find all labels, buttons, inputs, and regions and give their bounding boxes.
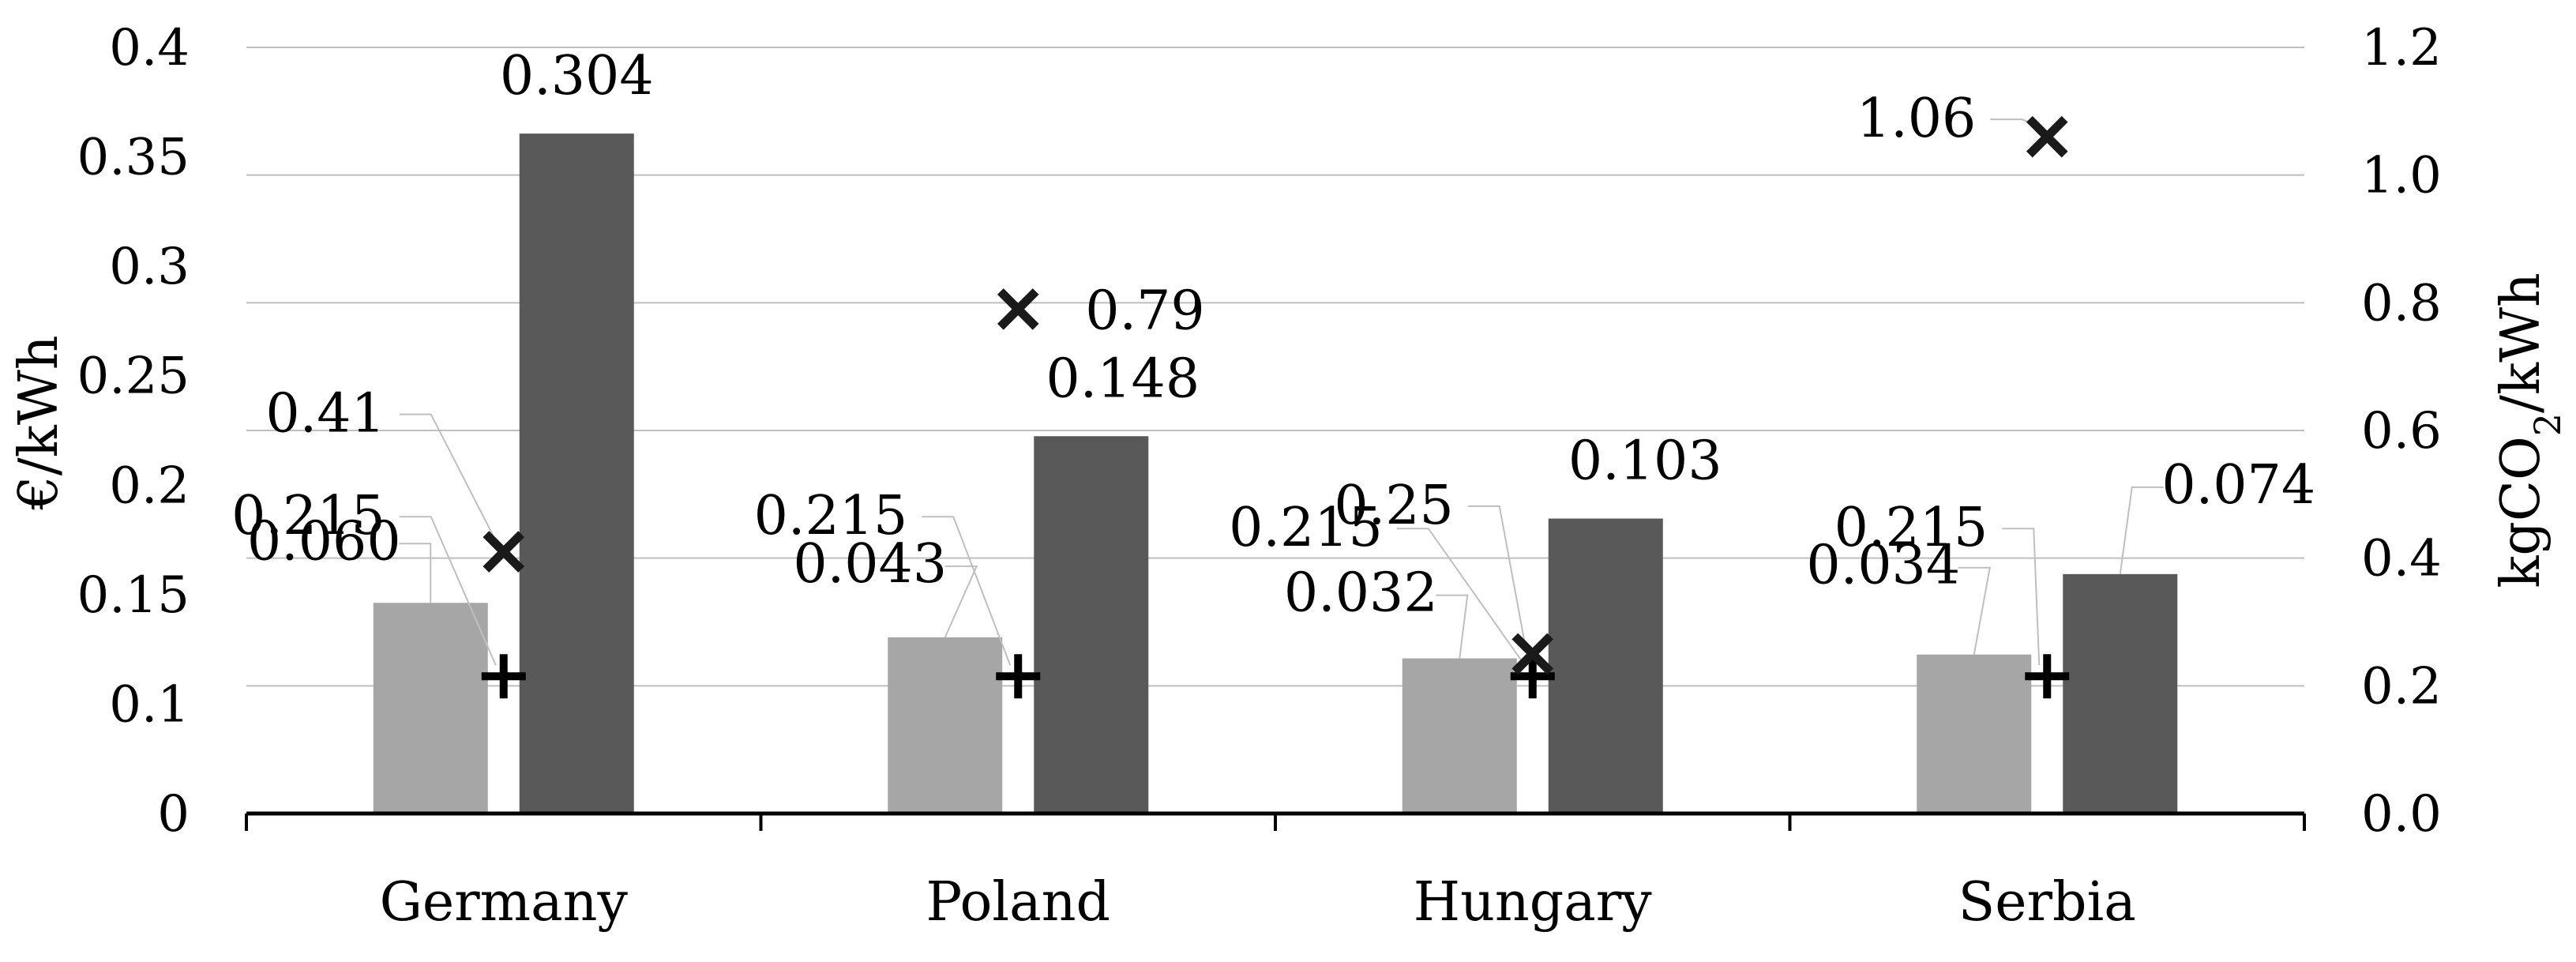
bar-light bbox=[1917, 654, 2032, 814]
bar-dark-value-label: 0.074 bbox=[2161, 454, 2315, 517]
leader-line bbox=[399, 413, 497, 542]
leader-line bbox=[944, 565, 978, 638]
bar-dark bbox=[2063, 573, 2178, 814]
right-tick-label: 0.4 bbox=[2361, 530, 2442, 588]
bar-light-value-label: 0.032 bbox=[1284, 562, 1438, 625]
bars bbox=[373, 133, 2178, 814]
leader-line bbox=[922, 516, 1012, 666]
left-tick-label: 0 bbox=[157, 785, 190, 844]
cross-marker-stroke bbox=[483, 531, 525, 573]
left-tick-label: 0.2 bbox=[109, 457, 190, 515]
plus-value-label: 0.215 bbox=[754, 485, 908, 547]
bar-light-value-label: 0.043 bbox=[793, 533, 947, 596]
right-tick-label: 1.0 bbox=[2361, 147, 2442, 205]
markers bbox=[481, 115, 2070, 699]
cross-marker-stroke bbox=[2026, 115, 2068, 158]
right-axis-title-unit: /kWh bbox=[2490, 272, 2552, 413]
leader-line bbox=[2002, 528, 2041, 666]
bar-light bbox=[373, 603, 488, 814]
left-tick-label: 0.4 bbox=[109, 19, 190, 77]
bar-dark bbox=[1034, 436, 1149, 814]
right-axis-title-main: kgCO bbox=[2490, 436, 2552, 588]
left-tick-label: 0.25 bbox=[77, 348, 190, 406]
cross-value-label: 0.79 bbox=[1085, 280, 1204, 342]
category-label: Hungary bbox=[1414, 871, 1652, 934]
leader-line bbox=[1436, 594, 1469, 659]
bar-dark-value-label: 0.148 bbox=[1046, 348, 1200, 410]
right-axis-title: kgCO2/kWh bbox=[2490, 272, 2569, 588]
leader-line bbox=[2119, 486, 2164, 575]
left-axis-title: €/kWh bbox=[8, 335, 70, 510]
category-label: Poland bbox=[926, 871, 1110, 934]
bar-light bbox=[888, 637, 1003, 814]
cross-marker-stroke bbox=[997, 288, 1039, 330]
left-tick-label: 0.3 bbox=[109, 238, 190, 296]
cross-value-label: 0.25 bbox=[1334, 475, 1453, 537]
right-tick-label: 0.8 bbox=[2361, 274, 2442, 333]
category-label: Serbia bbox=[1958, 871, 2136, 934]
right-tick-label: 0.6 bbox=[2361, 402, 2442, 460]
cross-value-label: 1.06 bbox=[1857, 88, 1976, 150]
leader-line bbox=[1396, 528, 1526, 666]
cross-marker-stroke bbox=[1511, 633, 1554, 675]
bar-dark-value-label: 0.103 bbox=[1568, 430, 1722, 493]
right-tick-label: 0.2 bbox=[2361, 657, 2442, 716]
leader-line bbox=[1958, 566, 1991, 655]
left-tick-label: 0.1 bbox=[109, 675, 190, 734]
leader-lines bbox=[399, 118, 2164, 666]
right-tick-label: 0.0 bbox=[2361, 785, 2442, 844]
bar-dark-value-label: 0.304 bbox=[500, 45, 654, 107]
left-tick-label: 0.35 bbox=[77, 129, 190, 187]
bar-light bbox=[1402, 658, 1517, 814]
right-tick-label: 1.2 bbox=[2361, 19, 2442, 77]
tick-labels: 0.00.20.40.60.81.01.200.10.150.20.250.30… bbox=[77, 19, 2442, 934]
axes bbox=[245, 811, 2306, 831]
leader-line bbox=[399, 516, 497, 666]
leader-line bbox=[1467, 505, 1526, 644]
bar-light-value-label: 0.034 bbox=[1806, 535, 1960, 597]
bar-light-value-label: 0.060 bbox=[247, 510, 401, 573]
cross-value-label: 0.41 bbox=[265, 383, 385, 445]
bar-dark bbox=[519, 133, 634, 814]
bar-dark bbox=[1548, 518, 1663, 814]
data-labels: 0.060 0.304 0.215 0.41 0.043 0.148 0.215 0.79 0.… bbox=[231, 45, 2315, 624]
plus-value-label: 0.215 bbox=[1229, 497, 1383, 559]
right-axis-title-subscript: 2 bbox=[2526, 413, 2569, 436]
plus-value-label: 0.215 bbox=[1834, 497, 1988, 559]
left-tick-label: 0.15 bbox=[77, 566, 190, 625]
plus-value-label: 0.215 bbox=[231, 485, 385, 547]
category-label: Germany bbox=[380, 871, 629, 934]
leader-line bbox=[399, 543, 432, 603]
